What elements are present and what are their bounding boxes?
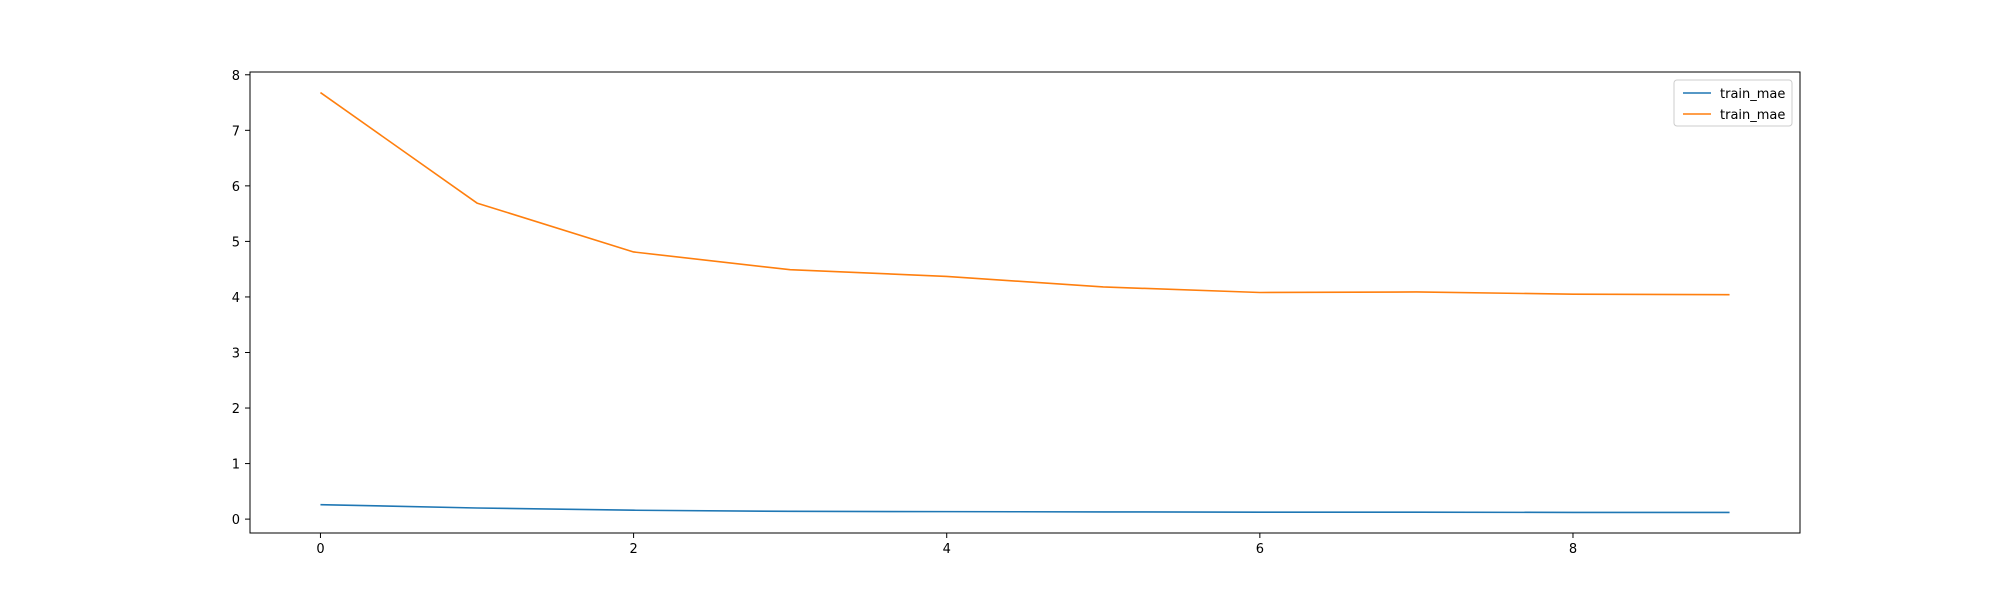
plot-frame <box>249 71 1801 534</box>
x-tick-label: 0 <box>316 542 324 557</box>
y-tick-label: 5 <box>232 235 240 250</box>
y-tick-label: 1 <box>232 458 240 473</box>
series-lines <box>319 91 1730 514</box>
x-tick-label: 4 <box>943 542 951 557</box>
legend: train_mae train_mae <box>1673 79 1793 127</box>
legend-label-2: train_mae <box>1720 108 1785 123</box>
series-line-2 <box>319 91 1730 296</box>
y-tick-label: 6 <box>232 180 240 195</box>
y-tick-label: 8 <box>232 69 240 84</box>
y-tick-label: 4 <box>232 291 240 306</box>
axes-ticks: 0 2 4 6 8 0 1 2 3 4 5 6 7 8 <box>232 69 1577 557</box>
series-line-1 <box>320 503 1730 514</box>
y-tick-label: 3 <box>232 346 240 361</box>
x-tick-label: 2 <box>629 542 637 557</box>
y-tick-label: 2 <box>232 402 240 417</box>
x-tick-label: 8 <box>1569 542 1577 557</box>
y-tick-label: 0 <box>232 513 240 528</box>
legend-label-1: train_mae <box>1720 87 1785 102</box>
y-tick-label: 7 <box>232 124 240 139</box>
x-tick-label: 6 <box>1256 542 1264 557</box>
